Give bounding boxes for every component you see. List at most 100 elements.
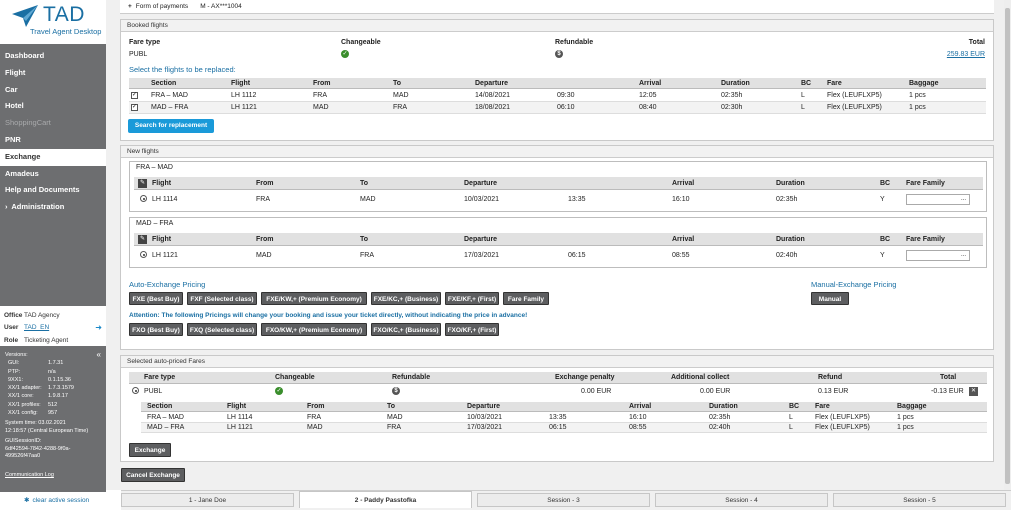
fxe-button[interactable]: FXF (Selected class) bbox=[187, 292, 257, 305]
scrollbar-thumb[interactable] bbox=[1005, 8, 1010, 484]
segment-cell: 02:40h bbox=[776, 252, 798, 259]
segment-cell: 02:35h bbox=[776, 196, 798, 203]
booked-cell: FRA bbox=[393, 104, 407, 111]
trash-icon[interactable]: ✕ bbox=[969, 387, 978, 396]
segment-cell: MAD bbox=[256, 252, 272, 259]
select-flights-title: Select the flights to be replaced: bbox=[129, 65, 236, 74]
version-value: 957 bbox=[48, 410, 58, 417]
booked-col-header: From bbox=[313, 80, 331, 87]
booked-cell: Flex (LEUFLXP5) bbox=[827, 104, 882, 111]
nav-car[interactable]: Car bbox=[5, 84, 18, 94]
nav-help-documents[interactable]: Help and Documents bbox=[5, 185, 80, 195]
segment-col-header: Flight bbox=[152, 236, 172, 243]
fxo-button[interactable]: FXO/KC,+ (Business) bbox=[371, 323, 441, 336]
segment-col-header: Departure bbox=[464, 236, 498, 243]
fxe-button[interactable]: FXE/KW,+ (Premium Economy) bbox=[261, 292, 367, 305]
fxe-button[interactable]: FXE/KC,+ (Business) bbox=[371, 292, 441, 305]
nav-pnr[interactable]: PNR bbox=[5, 134, 21, 144]
table-row[interactable] bbox=[129, 90, 986, 102]
version-row: 9XX1: 0.1.15.36 bbox=[5, 376, 101, 384]
booked-cell: LH 1112 bbox=[231, 92, 257, 99]
segment-cell: Y bbox=[880, 196, 885, 203]
ap-seg-cell: 16:10 bbox=[629, 414, 647, 421]
tab-session-2[interactable]: 2 - Paddy Passtofka bbox=[299, 491, 472, 508]
tab-session-4[interactable]: Session - 4 bbox=[655, 493, 828, 507]
version-key: 9XX1: bbox=[8, 376, 23, 383]
ap-fare-type: PUBL bbox=[144, 388, 163, 395]
changeable-label: Changeable bbox=[341, 39, 381, 46]
tab-session-5[interactable]: Session - 5 bbox=[833, 493, 1006, 507]
version-row: XX/1 core: 1.9.8.17 bbox=[5, 392, 101, 400]
ap-seg-col-header: Duration bbox=[709, 403, 738, 410]
booked-col-header: Arrival bbox=[639, 80, 662, 87]
nav-dashboard[interactable]: Dashboard bbox=[5, 51, 45, 60]
expand-icon[interactable]: + bbox=[128, 3, 132, 10]
nav-amadeus[interactable]: Amadeus bbox=[5, 168, 39, 178]
booked-col-header: Duration bbox=[721, 80, 750, 87]
fxo-button[interactable]: FXO/KW,+ (Premium Economy) bbox=[261, 323, 367, 336]
nav-exchange[interactable]: Exchange bbox=[0, 148, 106, 166]
cancel-exchange-button[interactable]: Cancel Exchange bbox=[121, 468, 185, 482]
flight-radio[interactable] bbox=[140, 195, 147, 202]
booked-cell: 14/08/2021 bbox=[475, 92, 511, 99]
ap-seg-cell: 02:40h bbox=[709, 424, 731, 431]
ap-seg-col-header: Departure bbox=[467, 403, 501, 410]
fxe-button[interactable]: FXE (Best Buy) bbox=[129, 292, 183, 305]
fare-family-select[interactable]: ... bbox=[906, 250, 970, 261]
flight-checkbox[interactable]: ✓ bbox=[131, 104, 138, 111]
collapse-icon[interactable]: « bbox=[96, 350, 101, 359]
fare-family-select[interactable]: ... bbox=[906, 194, 970, 205]
fxo-button[interactable]: FXO (Best Buy) bbox=[129, 323, 183, 336]
fxe-button[interactable]: Fare Family bbox=[503, 292, 549, 305]
form-of-payments[interactable]: + Form of payments M - AX***1004 bbox=[120, 0, 994, 14]
segment-cell: 10/03/2021 bbox=[464, 196, 500, 203]
booked-cell: Flex (LEUFLXP5) bbox=[827, 92, 882, 99]
table-row bbox=[141, 423, 987, 433]
fxo-button[interactable]: FXQ (Selected class) bbox=[187, 323, 257, 336]
logo[interactable]: TAD Travel Agent Desktop bbox=[0, 0, 106, 44]
fop-label: Form of payments bbox=[135, 3, 189, 10]
tab-session-3[interactable]: Session - 3 bbox=[477, 493, 650, 507]
ap-col-header: Refund bbox=[818, 374, 843, 381]
fare-radio[interactable] bbox=[132, 387, 139, 394]
manual-exchange-title: Manual-Exchange Pricing bbox=[811, 280, 897, 289]
flight-checkbox[interactable]: ✓ bbox=[131, 92, 138, 99]
segment-cell: LH 1114 bbox=[152, 196, 178, 203]
nav-hotel[interactable]: Hotel bbox=[5, 101, 24, 111]
edit-icon[interactable]: ✎ bbox=[138, 235, 147, 244]
vertical-scrollbar[interactable] bbox=[1004, 0, 1011, 490]
table-row[interactable] bbox=[129, 102, 986, 114]
clear-session-link[interactable]: ✱ clear active session bbox=[0, 492, 106, 510]
booked-cell: 02:35h bbox=[721, 92, 743, 99]
ap-changeable-icon: ✓ bbox=[275, 387, 283, 395]
tab-session-1[interactable]: 1 - Jane Doe bbox=[121, 493, 294, 507]
auto-exchange-title: Auto-Exchange Pricing bbox=[129, 280, 206, 289]
fare-type-value: PUBL bbox=[129, 51, 148, 58]
nav-administration[interactable]: › Administration bbox=[0, 199, 106, 216]
booked-flights-title: Booked flights bbox=[121, 20, 993, 32]
logout-icon[interactable]: ➜ bbox=[95, 323, 102, 333]
search-replacement-button[interactable]: Search for replacement bbox=[128, 119, 214, 133]
flight-radio[interactable] bbox=[140, 251, 147, 258]
auto-priced-panel: Selected auto-priced Fares PUBL ✓ $ 0.00… bbox=[120, 355, 994, 462]
total-price-link[interactable]: 259.83 EUR bbox=[946, 51, 985, 58]
nav-shoppingcart: ShoppingCart bbox=[5, 118, 51, 128]
edit-icon[interactable]: ✎ bbox=[138, 179, 147, 188]
segment-cell: LH 1121 bbox=[152, 252, 178, 259]
brand-name: TAD bbox=[43, 3, 85, 26]
fxo-button[interactable]: FXO/KF,+ (First) bbox=[445, 323, 499, 336]
ap-seg-cell: FRA bbox=[387, 424, 401, 431]
user-link[interactable]: TAD_EN bbox=[24, 324, 50, 332]
fxe-button[interactable]: FXE/KF,+ (First) bbox=[445, 292, 499, 305]
exchange-button[interactable]: Exchange bbox=[129, 443, 171, 457]
segment-col-header: BC bbox=[880, 180, 891, 187]
segment-1-title: FRA – MAD bbox=[136, 164, 173, 171]
segment-col-header: Arrival bbox=[672, 180, 695, 187]
ap-seg-cell: 1 pcs bbox=[897, 414, 914, 421]
gui-session: GUISessionID: 6df42594-7842-4288-9f0a-499… bbox=[5, 438, 71, 460]
communication-log-link[interactable]: Communication Log bbox=[5, 471, 54, 478]
version-value: 1.7.31 bbox=[48, 360, 64, 367]
ap-col-header: Total bbox=[940, 374, 957, 381]
nav-flight[interactable]: Flight bbox=[5, 67, 26, 77]
manual-button[interactable]: Manual bbox=[811, 292, 849, 305]
